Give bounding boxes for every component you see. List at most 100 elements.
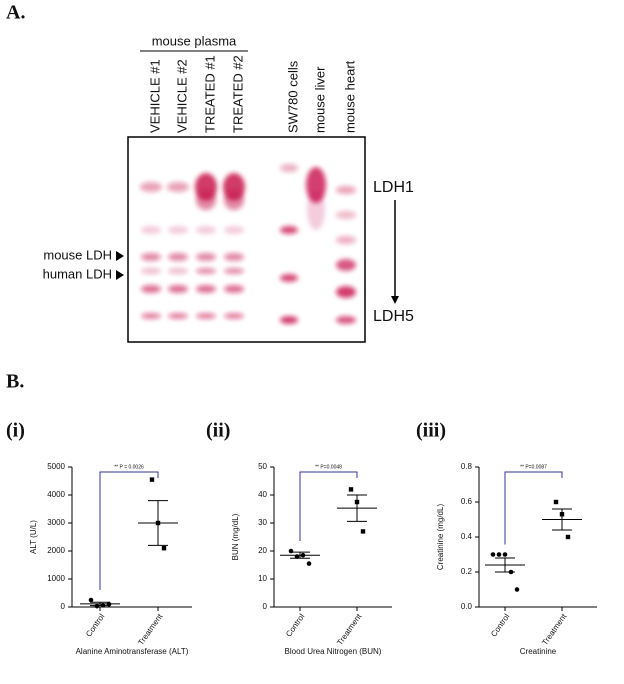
y-tick-label: 0 <box>61 602 66 611</box>
gel-band <box>168 253 188 261</box>
x-tick-label: Treatment <box>540 612 569 647</box>
significance-bracket <box>99 471 159 590</box>
lane-label: SW780 cells <box>285 60 300 133</box>
data-point <box>306 561 312 566</box>
x-tick-label: Control <box>84 612 106 638</box>
panel-label: B. <box>6 371 24 393</box>
data-point <box>565 534 571 540</box>
y-tick-label: 0.2 <box>461 567 473 576</box>
gel-band <box>336 236 356 244</box>
lane-label: TREATED #2 <box>230 55 245 133</box>
y-tick-label: 30 <box>258 518 267 527</box>
gel-band <box>336 286 356 298</box>
y-tick-label: 10 <box>258 574 267 583</box>
left-label: human LDH <box>43 266 112 281</box>
lane-label: mouse liver <box>312 66 327 133</box>
y-axis-label: ALT (U/L) <box>29 520 38 554</box>
y-tick-label: 2000 <box>47 546 65 555</box>
gel-band <box>196 313 216 319</box>
x-tick-label: Control <box>489 612 511 638</box>
gel-frame <box>127 136 366 343</box>
data-point <box>149 477 155 482</box>
panel-label: A. <box>6 2 25 24</box>
right-label: LDH1 <box>373 179 414 196</box>
gel-band <box>141 268 161 274</box>
x-axis-label: Blood Urea Nitrogen (BUN) <box>285 647 382 656</box>
right-label: LDH5 <box>373 308 414 325</box>
gel-band <box>224 285 244 293</box>
gel-band <box>224 253 244 261</box>
data-point <box>490 552 496 557</box>
data-point <box>94 603 100 609</box>
x-axis-label: Creatinine <box>520 647 557 656</box>
gel-band <box>196 268 216 274</box>
significance-bracket <box>299 471 358 541</box>
gel-band <box>141 285 161 293</box>
gel-band <box>196 253 216 261</box>
arrowhead <box>116 270 124 280</box>
gel <box>127 136 366 343</box>
gel-band <box>280 164 298 172</box>
x-tick-label: Treatment <box>335 612 364 647</box>
y-tick-label: 4000 <box>47 490 65 499</box>
gel-band <box>167 182 189 192</box>
y-tick-label: 0.4 <box>461 532 473 541</box>
data-point <box>161 546 167 551</box>
gel-band <box>141 226 161 234</box>
significance-bracket <box>504 471 563 545</box>
gel-band <box>224 313 244 319</box>
y-tick-label: 1000 <box>47 574 65 583</box>
left-label: mouse LDH <box>43 247 112 262</box>
data-point <box>502 552 508 557</box>
y-axis-label: Creatinine (mg/dL) <box>436 504 445 571</box>
group-label: mouse plasma <box>152 33 237 48</box>
gel-band <box>307 190 325 230</box>
y-tick-label: 20 <box>258 546 267 555</box>
arrowhead <box>391 296 399 304</box>
data-point <box>514 587 520 592</box>
gel-band <box>224 226 244 234</box>
annotation: ** P=0.0048 <box>315 464 342 470</box>
gel-band <box>168 268 188 274</box>
lane-label: mouse heart <box>342 60 357 133</box>
x-tick-label: Treatment <box>136 612 165 647</box>
data-point <box>496 552 502 557</box>
gel-band <box>336 186 356 194</box>
gel-band <box>141 253 161 261</box>
gel-band <box>196 285 216 293</box>
gel-band <box>336 259 356 271</box>
x-axis-label: Alanine Aminotransferase (ALT) <box>76 647 189 656</box>
y-tick-label: 0.6 <box>461 497 473 506</box>
gel-band <box>140 182 162 192</box>
annotation: ** P=0.0087 <box>520 464 547 470</box>
y-tick-label: 50 <box>258 462 267 471</box>
annotation: ** P = 0.0026 <box>114 464 144 470</box>
gel-band <box>336 211 356 219</box>
y-tick-label: 0.8 <box>461 462 473 471</box>
panel-label: (ii) <box>206 420 230 442</box>
y-tick-label: 0.0 <box>461 602 473 611</box>
gel-band <box>141 313 161 319</box>
arrowhead <box>116 251 124 261</box>
gel-band <box>224 190 244 210</box>
y-tick-label: 5000 <box>47 462 65 471</box>
data-point <box>88 597 94 603</box>
gel-band <box>280 274 298 282</box>
gel-band <box>280 226 298 234</box>
gel-band <box>168 226 188 234</box>
gel-band <box>196 190 216 210</box>
x-tick-label: Control <box>284 612 306 638</box>
data-point <box>553 499 559 505</box>
panel-label: (i) <box>6 420 25 442</box>
gel-band <box>196 226 216 234</box>
gel-band <box>336 316 356 324</box>
data-point <box>360 529 366 534</box>
lane-label: TREATED #1 <box>202 55 217 133</box>
lane-label: VEHICLE #1 <box>147 59 162 133</box>
y-tick-label: 40 <box>258 490 267 499</box>
y-axis-label: BUN (mg/dL) <box>231 513 240 560</box>
y-tick-label: 0 <box>263 602 268 611</box>
data-point <box>348 487 354 492</box>
gel-band <box>168 313 188 319</box>
gel-band <box>168 285 188 293</box>
